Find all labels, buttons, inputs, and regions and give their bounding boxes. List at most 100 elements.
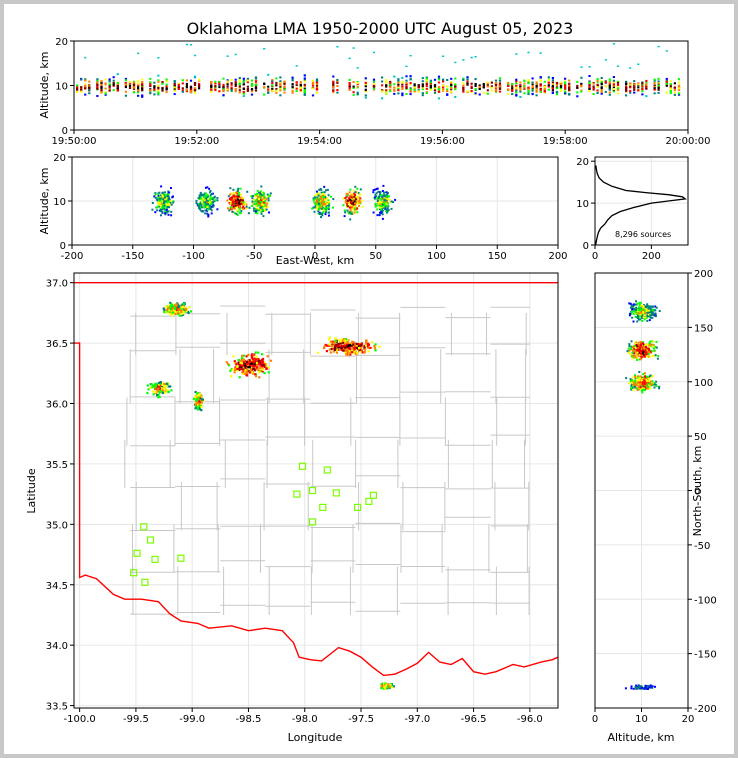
source-cell xyxy=(354,196,357,199)
source-cell xyxy=(254,80,258,83)
source-cell xyxy=(648,380,651,383)
source-cell xyxy=(639,358,642,361)
source-cell xyxy=(643,347,646,350)
source-cell xyxy=(643,318,646,321)
source-cell xyxy=(207,215,210,218)
source-cell xyxy=(252,361,255,364)
source-cell xyxy=(201,206,203,209)
source-cell xyxy=(639,308,642,311)
source-cell xyxy=(629,84,632,87)
source-cell xyxy=(177,308,181,311)
source-cell xyxy=(629,82,632,85)
source-cell xyxy=(353,352,357,355)
source-cell xyxy=(311,81,315,84)
source-cell xyxy=(173,81,176,84)
source-cell xyxy=(515,82,518,85)
source-cell xyxy=(397,83,400,86)
x-tick-label: 19:58:00 xyxy=(543,136,588,147)
source-cell xyxy=(149,89,152,92)
source-cell xyxy=(627,347,630,350)
source-cell xyxy=(319,213,322,216)
source-cell xyxy=(381,190,384,192)
source-cell xyxy=(474,56,477,58)
x-tick-label: 0 xyxy=(592,251,598,262)
source-cell xyxy=(385,191,388,194)
source-cell xyxy=(551,91,554,94)
source-cell xyxy=(165,87,168,90)
source-cell xyxy=(437,75,441,78)
source-cell xyxy=(658,310,661,312)
source-cell xyxy=(588,90,591,93)
source-cell xyxy=(383,200,386,203)
source-cell xyxy=(195,396,198,399)
source-cell xyxy=(651,310,654,313)
source-cell xyxy=(644,316,647,319)
source-cell xyxy=(393,75,396,78)
source-cell xyxy=(653,386,656,389)
source-cell xyxy=(88,84,91,87)
source-cell xyxy=(555,91,559,94)
source-cell xyxy=(321,201,324,204)
x-tick-label: 0 xyxy=(592,714,598,725)
source-cell xyxy=(596,85,599,88)
source-cell xyxy=(338,344,341,347)
source-cell xyxy=(216,197,219,199)
source-cell xyxy=(507,85,510,87)
source-cell xyxy=(96,78,99,81)
source-cell xyxy=(193,87,197,90)
source-cell xyxy=(346,339,349,342)
source-cell xyxy=(161,89,164,92)
source-cell xyxy=(206,197,208,200)
source-cell xyxy=(381,76,384,79)
source-cell xyxy=(254,373,257,376)
source-cell xyxy=(433,78,437,81)
source-cell xyxy=(454,95,457,98)
source-cell xyxy=(352,201,355,204)
source-cell xyxy=(313,210,316,213)
source-cell xyxy=(319,195,322,198)
source-cell xyxy=(163,387,166,390)
source-cell xyxy=(319,197,321,200)
source-cell xyxy=(233,360,236,363)
source-cell xyxy=(352,85,355,88)
source-cell xyxy=(234,90,237,93)
source-cell xyxy=(231,201,234,204)
source-cell xyxy=(184,308,187,311)
source-cell xyxy=(271,82,274,85)
source-cell xyxy=(256,189,259,192)
source-cell xyxy=(239,193,242,196)
source-cell xyxy=(345,353,348,356)
source-cell xyxy=(255,209,258,212)
source-cell xyxy=(172,195,174,198)
source-cell xyxy=(158,191,161,194)
source-cell xyxy=(494,82,498,84)
source-cell xyxy=(152,390,155,393)
source-cell xyxy=(648,387,651,390)
source-cell xyxy=(229,187,232,190)
source-cell xyxy=(344,348,347,351)
source-cell xyxy=(222,77,225,80)
source-cell xyxy=(260,201,263,204)
source-cell xyxy=(629,312,632,315)
source-cell xyxy=(165,85,168,88)
source-cell xyxy=(262,209,265,212)
source-cell xyxy=(141,94,144,97)
source-cell xyxy=(527,87,530,89)
source-cell xyxy=(161,191,164,194)
source-cell xyxy=(254,210,257,213)
source-cell xyxy=(168,200,171,203)
source-cell xyxy=(373,345,376,348)
source-cell xyxy=(527,93,530,96)
source-cell xyxy=(648,346,651,348)
source-cell xyxy=(374,188,377,191)
source-cell xyxy=(568,86,571,89)
source-cell xyxy=(631,376,634,379)
station-marker xyxy=(298,462,307,470)
source-cell xyxy=(454,84,457,87)
source-cell xyxy=(347,345,350,348)
source-cell xyxy=(124,79,127,82)
source-cell xyxy=(248,359,251,362)
source-cell xyxy=(639,386,642,389)
source-cell xyxy=(146,392,149,395)
source-cell xyxy=(350,349,354,352)
